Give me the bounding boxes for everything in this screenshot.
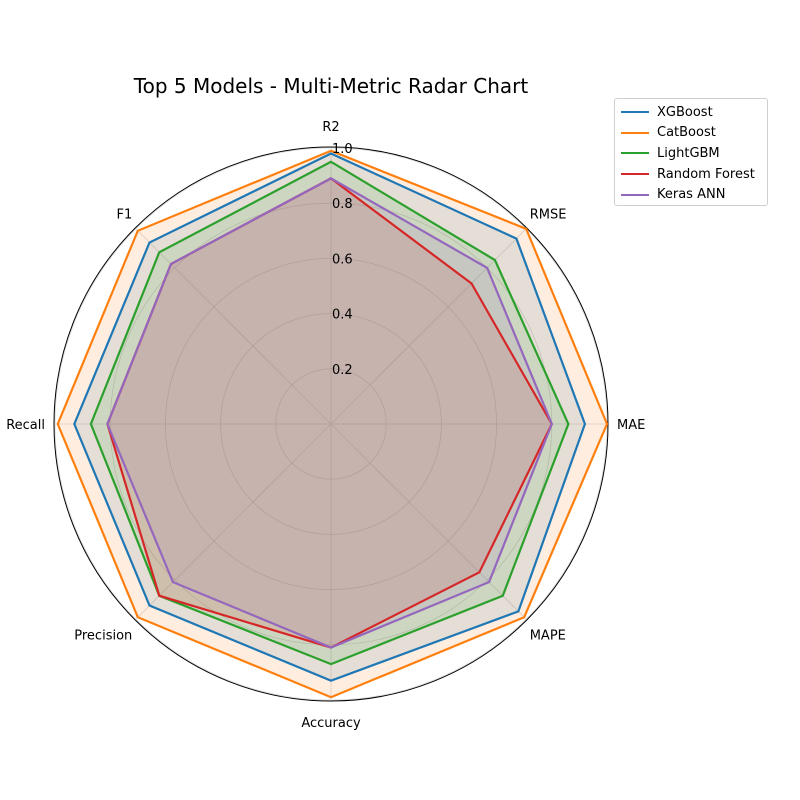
legend-item-lightgbm: LightGBM xyxy=(621,143,767,164)
series-fills xyxy=(57,150,607,698)
radial-tick-label: 1.0 xyxy=(332,142,353,157)
legend-item-xgboost: XGBoost xyxy=(621,102,767,123)
radial-ticks: 0.2 0.4 0.6 0.8 1.0 xyxy=(332,142,353,378)
legend: XGBoost CatBoost LightGBM Random Forest Kera… xyxy=(614,98,768,206)
legend-swatch xyxy=(621,152,649,155)
series-fill-xgboost xyxy=(74,153,585,681)
grid-spoke xyxy=(135,228,332,425)
grid-spoke xyxy=(330,423,527,620)
grid-spoke xyxy=(330,228,527,425)
series-fill-lightgbm xyxy=(90,161,569,665)
axis-labels: R2 RMSE MAE MAPE Accuracy Precision Recall F1 xyxy=(6,120,645,731)
series-line-keras-ann xyxy=(106,177,553,649)
legend-item-random-forest: Random Forest xyxy=(621,164,767,185)
series-line-lightgbm xyxy=(89,160,570,666)
grid-spoke xyxy=(135,423,332,620)
legend-label: LightGBM xyxy=(657,145,720,161)
axis-label-accuracy: Accuracy xyxy=(301,716,361,731)
series-fill-random-forest xyxy=(107,178,552,648)
axis-label-mape: MAPE xyxy=(530,629,566,644)
legend-item-keras-ann: Keras ANN xyxy=(621,184,767,205)
chart-title: Top 5 Models - Multi-Metric Radar Chart xyxy=(133,74,529,98)
legend-swatch xyxy=(621,193,649,196)
radial-tick-label: 0.2 xyxy=(332,363,353,378)
axis-label-mae: MAE xyxy=(617,418,645,433)
legend-label: XGBoost xyxy=(657,104,713,120)
axis-label-rmse: RMSE xyxy=(530,207,567,222)
legend-swatch xyxy=(621,111,649,114)
series-fill-catboost xyxy=(57,150,607,698)
series-fill-keras-ann xyxy=(107,178,552,648)
legend-label: Random Forest xyxy=(657,166,755,182)
axis-label-f1: F1 xyxy=(117,207,133,222)
legend-label: Keras ANN xyxy=(657,187,726,203)
series-line-catboost xyxy=(56,149,609,699)
series-lines xyxy=(56,149,609,699)
axis-label-r2: R2 xyxy=(322,120,339,135)
legend-swatch xyxy=(621,173,649,176)
legend-swatch xyxy=(621,131,649,134)
axis-label-precision: Precision xyxy=(74,629,132,644)
radial-tick-label: 0.8 xyxy=(332,197,353,212)
series-line-xgboost xyxy=(73,152,587,682)
radial-tick-label: 0.6 xyxy=(332,252,353,267)
legend-item-catboost: CatBoost xyxy=(621,123,767,144)
axis-label-recall: Recall xyxy=(6,418,45,433)
legend-label: CatBoost xyxy=(657,125,716,141)
radial-tick-label: 0.4 xyxy=(332,308,353,323)
